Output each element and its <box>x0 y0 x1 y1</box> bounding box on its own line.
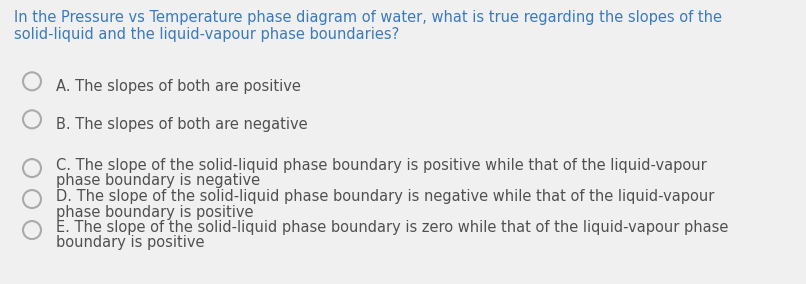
Text: C. The slope of the solid-liquid phase boundary is positive while that of the li: C. The slope of the solid-liquid phase b… <box>56 158 707 173</box>
Text: solid-liquid and the liquid-vapour phase boundaries?: solid-liquid and the liquid-vapour phase… <box>14 27 399 42</box>
Text: A. The slopes of both are positive: A. The slopes of both are positive <box>56 79 301 94</box>
Text: B. The slopes of both are negative: B. The slopes of both are negative <box>56 117 308 132</box>
Text: D. The slope of the solid-liquid phase boundary is negative while that of the li: D. The slope of the solid-liquid phase b… <box>56 189 714 204</box>
Text: E. The slope of the solid-liquid phase boundary is zero while that of the liquid: E. The slope of the solid-liquid phase b… <box>56 220 729 235</box>
Text: boundary is positive: boundary is positive <box>56 235 205 250</box>
Text: phase boundary is positive: phase boundary is positive <box>56 204 254 220</box>
Text: In the Pressure vs Temperature phase diagram of water, what is true regarding th: In the Pressure vs Temperature phase dia… <box>14 10 722 25</box>
Text: phase boundary is negative: phase boundary is negative <box>56 174 260 189</box>
